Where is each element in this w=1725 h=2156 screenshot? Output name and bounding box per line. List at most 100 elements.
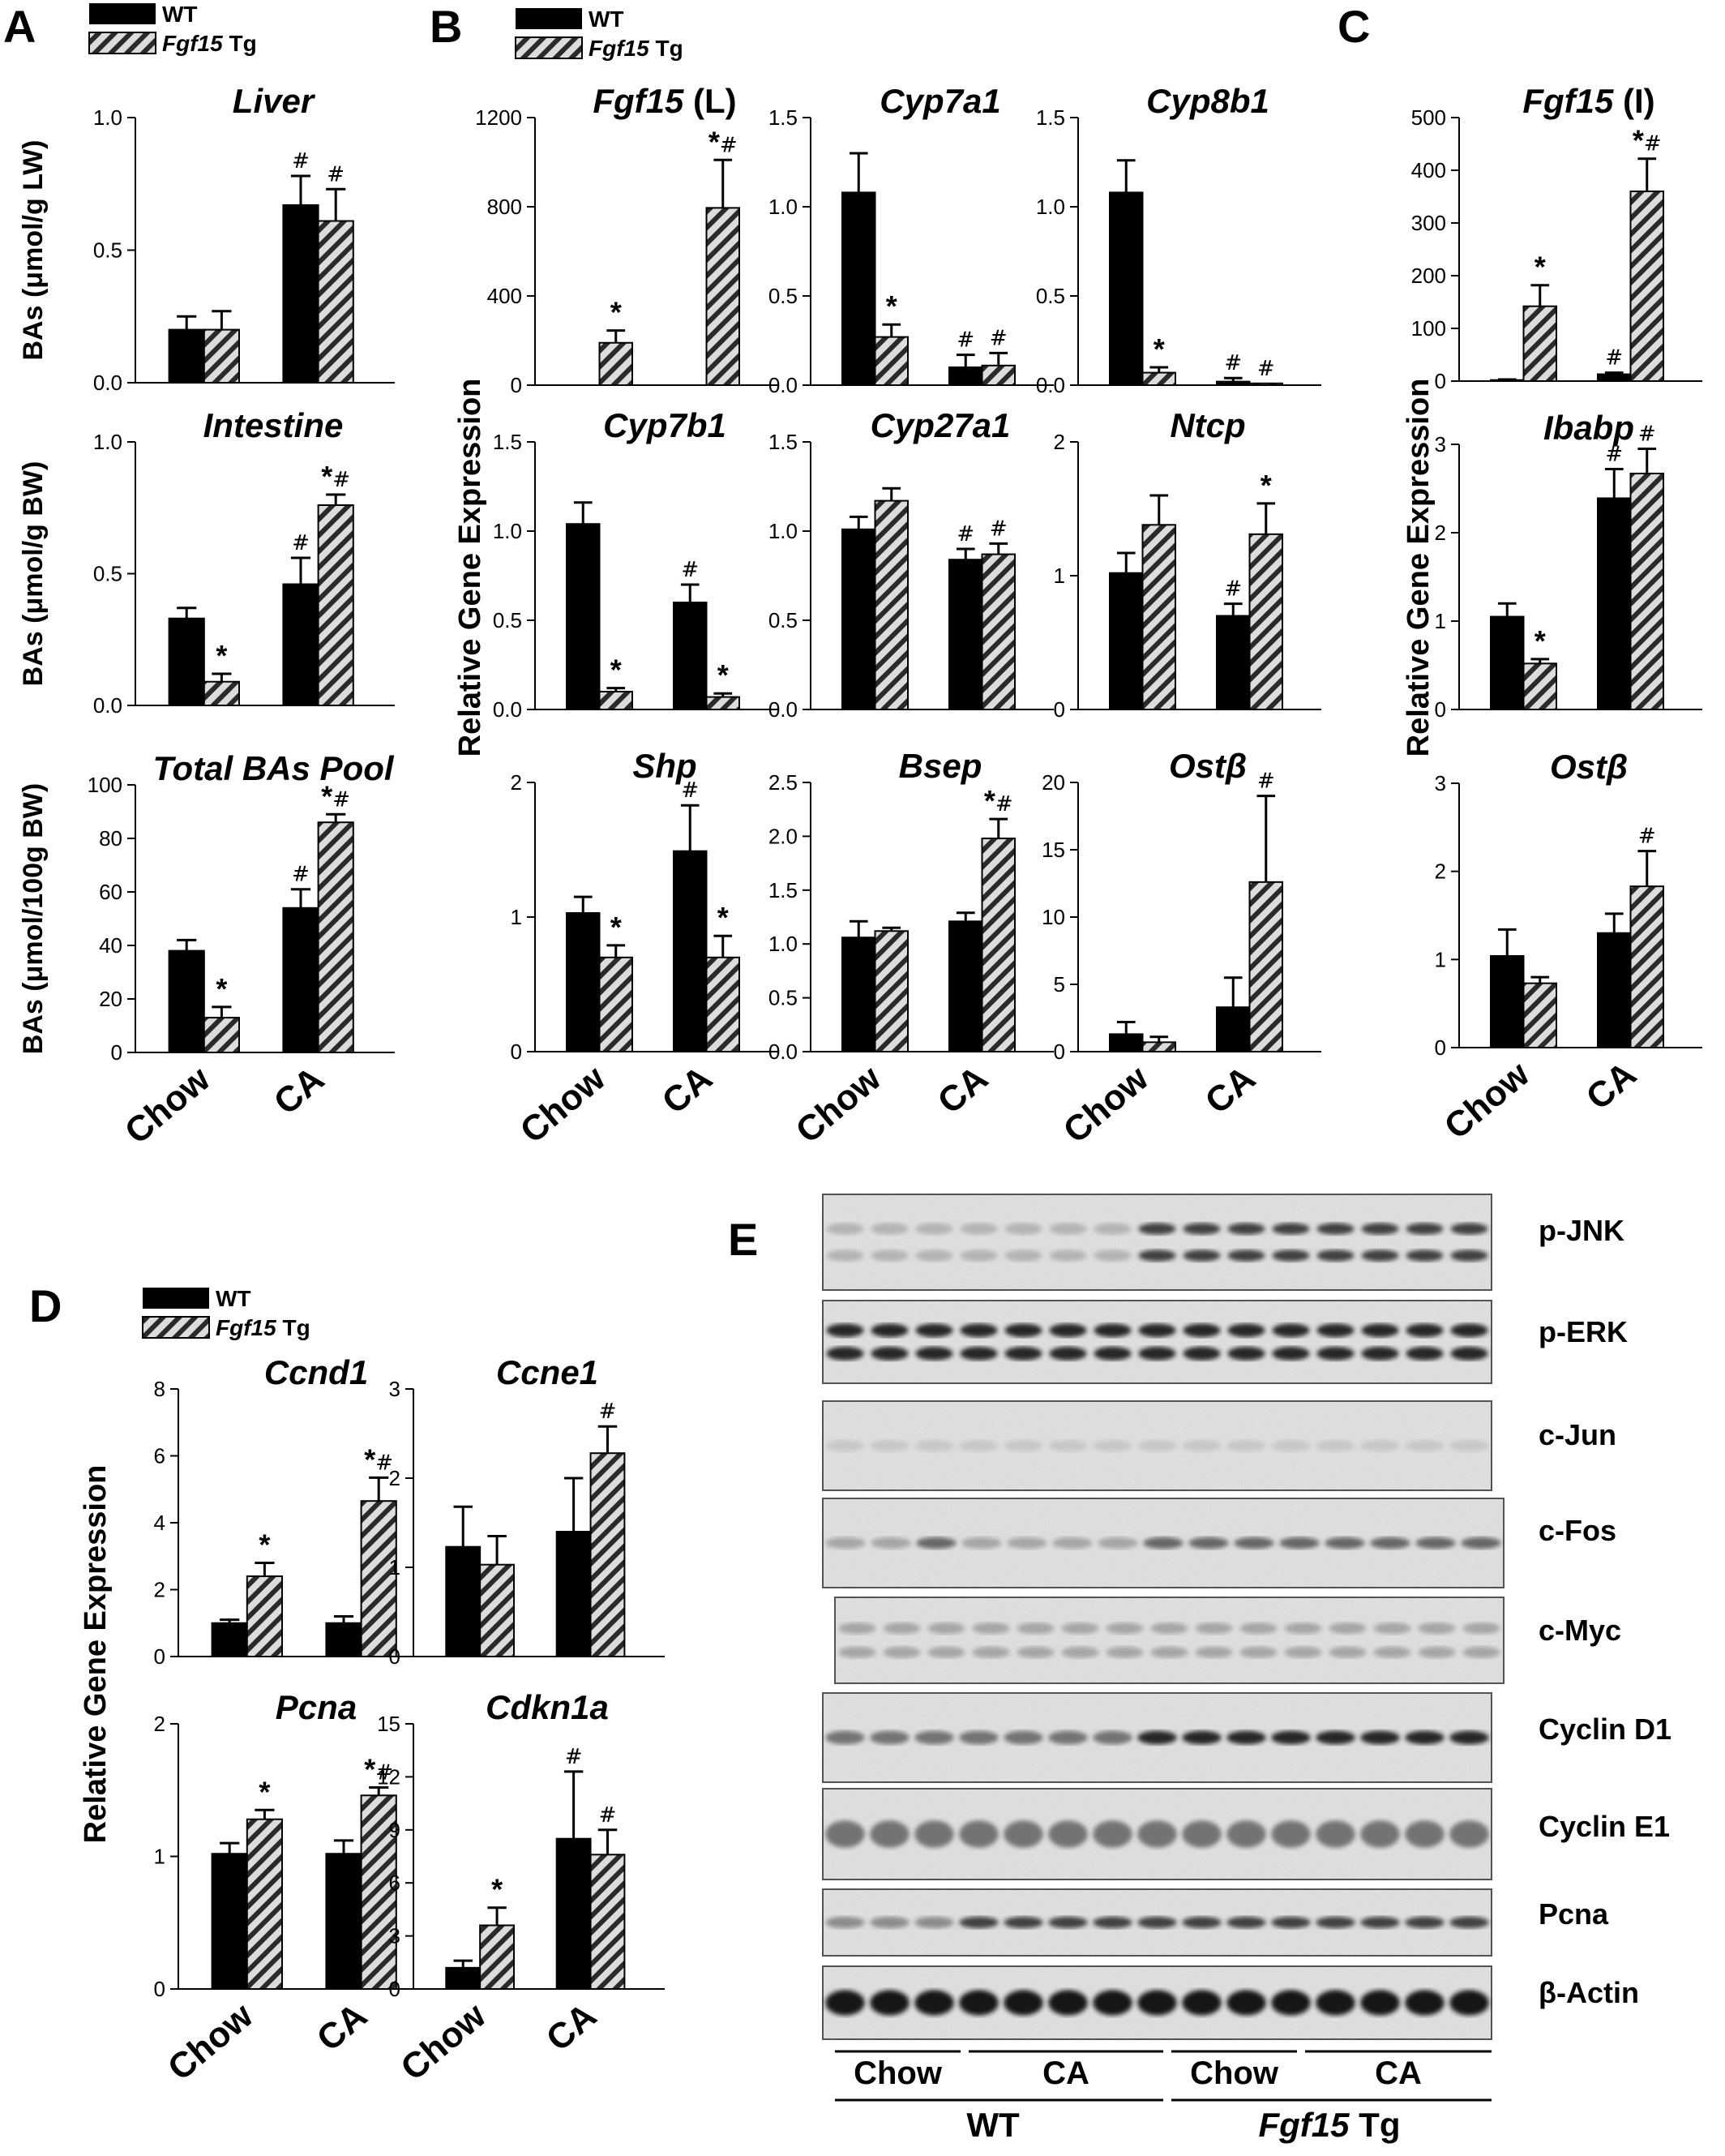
y-tick-label: 1.5 [768, 878, 798, 902]
y-tick-label: 300 [1411, 211, 1446, 235]
bar-tg-chow [203, 680, 241, 706]
bar-wt-chow [566, 523, 601, 711]
blot-band [1188, 1537, 1229, 1549]
blot-band [1138, 1249, 1176, 1262]
blot-band [1272, 1346, 1310, 1361]
chart-b7: 0 1 2 Shp * # * Chow CA [511, 747, 778, 1151]
blot-band [1360, 1916, 1400, 1929]
significance-mark: # [957, 522, 974, 547]
blot-band [1361, 1249, 1399, 1262]
blot-band [1272, 1223, 1310, 1235]
bar-tg-ca [1629, 885, 1664, 1049]
bar-wt-chow [1490, 954, 1525, 1049]
blot-band [1449, 1439, 1489, 1452]
blot-band [871, 1223, 909, 1235]
chart-title: Fgf15 (I) [1522, 82, 1654, 120]
panel-letter-e: E [728, 1214, 758, 1265]
x-group-label: CA [1198, 1058, 1263, 1121]
y-tick-label: 800 [487, 195, 522, 219]
bar-tg-chow [479, 1563, 516, 1657]
significance-mark: * [610, 296, 622, 329]
blot-band [1227, 1249, 1265, 1262]
y-tick-label: 2 [389, 1466, 400, 1490]
x-group-label: Chow [118, 1059, 218, 1152]
x-group-label: Chow [789, 1058, 889, 1151]
y-tick-label: 4 [154, 1511, 165, 1535]
blot-band [1405, 1820, 1445, 1848]
significance-mark: * [259, 1528, 270, 1562]
significance-mark: # [1638, 825, 1656, 849]
blot-band [1462, 1646, 1500, 1659]
blot-band [1094, 1323, 1132, 1338]
legend-wt-swatch [89, 3, 156, 24]
blot-tg-label: Fgf15 Tg [1259, 2106, 1401, 2144]
y-tick-label: 0 [1054, 1039, 1065, 1064]
y-tick-label: 1.0 [93, 105, 122, 130]
blot-band [1137, 1439, 1177, 1452]
blot-band [1316, 1223, 1355, 1235]
y-tick-label: 1.0 [493, 519, 522, 543]
blot-band [1049, 1346, 1087, 1361]
blot-band [1182, 1990, 1222, 2016]
blot-band [1415, 1537, 1456, 1549]
blot-label: c-Jun [1539, 1418, 1616, 1451]
blot-band [1373, 1622, 1411, 1635]
y-tick-label: 0.0 [493, 697, 522, 722]
bar-wt-ca [282, 204, 319, 384]
significance-mark: *# [364, 1752, 393, 1785]
blot-band [1094, 1346, 1132, 1361]
significance-mark: # [990, 326, 1008, 350]
significance-mark: *# [984, 784, 1013, 817]
blot-band [927, 1622, 965, 1635]
blot-band [1004, 1346, 1042, 1361]
chart-title: Cyp7b1 [603, 406, 726, 444]
bar-wt-ca [948, 920, 983, 1053]
bar-tg-ca [1248, 382, 1283, 386]
chart-d1: 0 2 4 6 8 Ccnd1 * *# [154, 1353, 438, 1669]
bar-tg-chow [203, 1017, 241, 1053]
significance-mark: * [610, 654, 622, 687]
legend-panel-d: WT Fgf15 Tg [142, 1286, 310, 1340]
panel-b-ylabel: Relative Gene Expression [453, 379, 487, 757]
y-tick-label: 9 [389, 1818, 400, 1842]
chart-b4: 0.0 0.5 1.0 1.5 Cyp7b1 * # * [493, 406, 778, 722]
blot-band [870, 1990, 910, 2016]
blot-band [1272, 1249, 1310, 1262]
blot-band [1138, 1323, 1176, 1338]
y-tick-label: 80 [99, 826, 122, 851]
chart-title: Ccne1 [496, 1353, 598, 1391]
blot-band [1406, 1249, 1444, 1262]
blot-band [1271, 1916, 1311, 1929]
blot-band [1098, 1537, 1138, 1549]
blot-band [914, 1916, 954, 1929]
significance-mark: # [957, 328, 974, 353]
blot-band [1449, 1820, 1489, 1848]
bar-wt-ca [282, 583, 319, 706]
blot-band [1234, 1537, 1274, 1549]
significance-mark: *# [1633, 124, 1662, 157]
blot-band [871, 1323, 909, 1338]
chart-a3: 0 20 40 60 80 100 Total BAs Pool BAs (μmol/100g… [18, 749, 395, 1152]
y-tick-label: 2.0 [768, 824, 798, 848]
blot-band [1361, 1323, 1399, 1338]
bar-wt-chow [841, 528, 876, 710]
blot-band [1004, 1323, 1042, 1338]
bar-tg-chow [479, 1924, 516, 1991]
blot-band [1316, 1439, 1355, 1452]
blot-band [1284, 1646, 1322, 1659]
blot-band [883, 1622, 921, 1635]
chart-title: Pcna [276, 1688, 357, 1726]
y-tick-label: 0.5 [493, 608, 522, 632]
blot-band [1450, 1223, 1488, 1235]
blot-band [915, 1223, 953, 1235]
bar-wt-ca [948, 559, 983, 711]
bar-wt-chow [445, 1966, 482, 1991]
significance-mark: * [1261, 469, 1272, 502]
significance-mark: * [1154, 332, 1165, 366]
blot-band [1227, 1223, 1265, 1235]
blot-label: Pcna [1539, 1897, 1609, 1931]
significance-mark: # [565, 1745, 583, 1769]
blot-band [826, 1249, 864, 1262]
blot-band [1093, 1990, 1132, 2016]
y-tick-label: 0.5 [1036, 284, 1065, 308]
